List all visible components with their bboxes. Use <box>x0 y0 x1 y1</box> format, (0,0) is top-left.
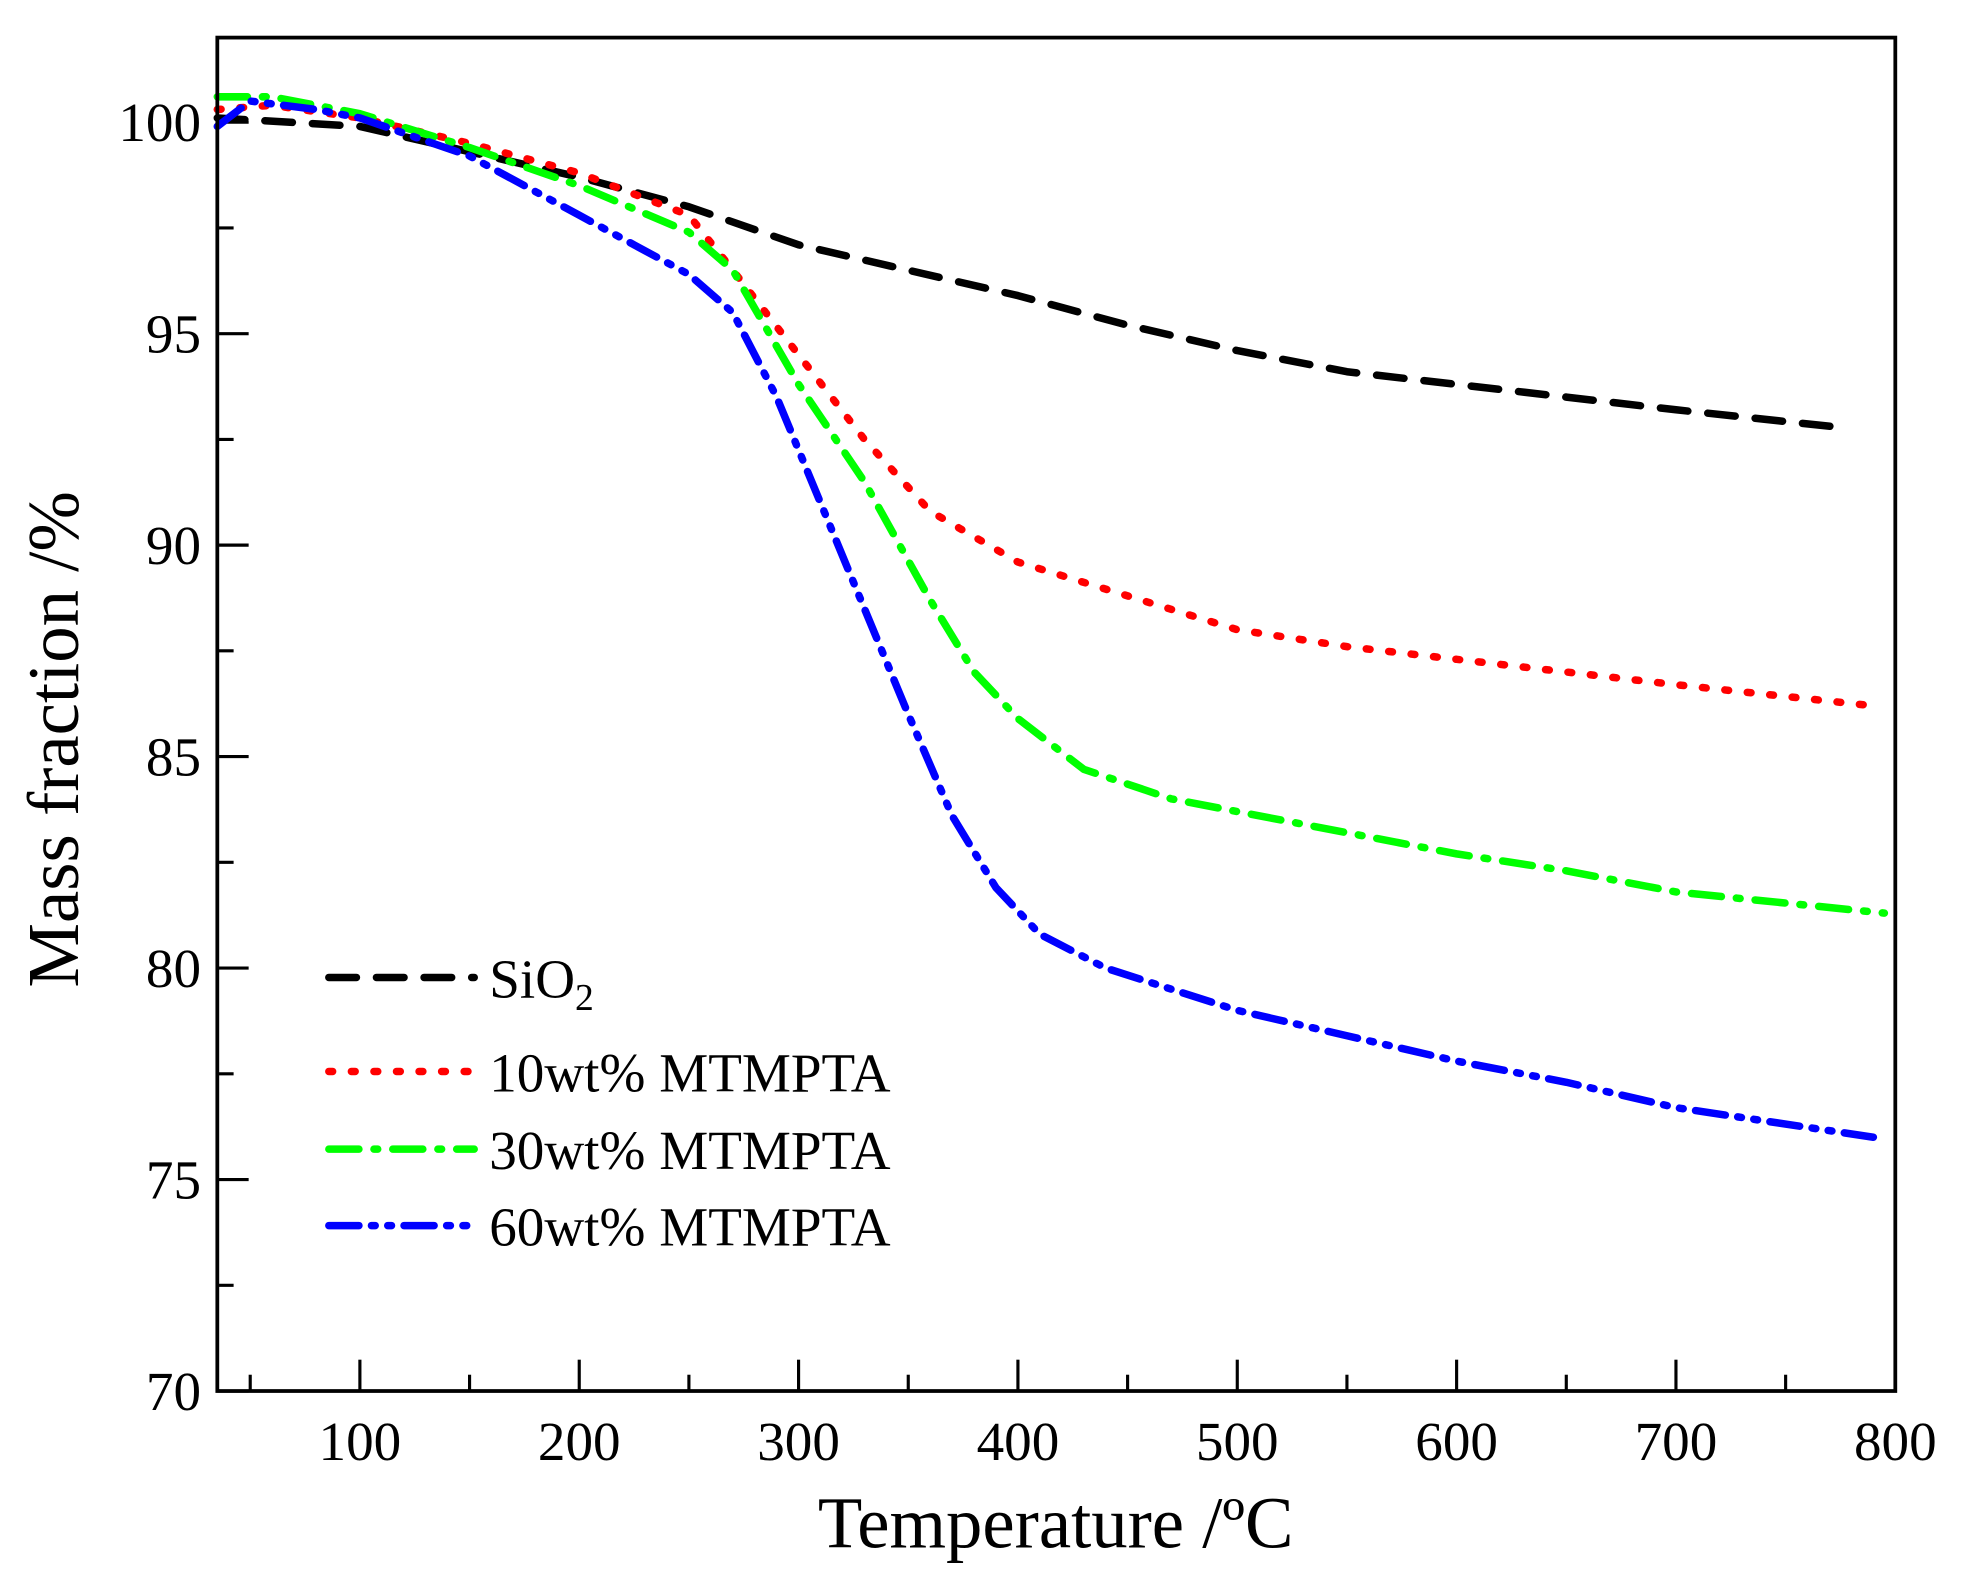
x-axis-label: Temperature /ºC <box>818 1483 1294 1564</box>
plot-frame <box>215 35 1898 1393</box>
legend-label: SiO2 <box>489 949 594 1020</box>
x-tick-label: 400 <box>977 1411 1060 1472</box>
series-line-10wt-mtmpta <box>213 101 1878 710</box>
series-line-sio <box>213 114 1838 431</box>
series-line-60wt-mtmpta <box>213 97 1878 1142</box>
x-tick-label: 300 <box>757 1411 840 1472</box>
y-axis-label: Mass fraction /% <box>13 491 94 987</box>
y-tick-label: 75 <box>146 1149 201 1210</box>
y-tick-label: 100 <box>118 92 201 153</box>
x-tick-label: 100 <box>319 1411 402 1472</box>
y-tick-label: 85 <box>146 726 201 787</box>
legend-label: 30wt% MTMPTA <box>489 1120 891 1181</box>
x-tick-label: 500 <box>1196 1411 1279 1472</box>
x-tick-label: 600 <box>1415 1411 1498 1472</box>
x-tick-label: 700 <box>1635 1411 1718 1472</box>
legend-label: 60wt% MTMPTA <box>489 1197 891 1258</box>
y-tick-label: 80 <box>146 938 201 999</box>
y-tick-label: 95 <box>146 303 201 364</box>
series-line-30wt-mtmpta <box>213 93 1889 917</box>
y-tick-label: 70 <box>146 1361 201 1422</box>
x-tick-label: 800 <box>1854 1411 1937 1472</box>
y-tick-label: 90 <box>146 515 201 576</box>
x-tick-label: 200 <box>538 1411 621 1472</box>
legend-label: 10wt% MTMPTA <box>489 1043 891 1104</box>
